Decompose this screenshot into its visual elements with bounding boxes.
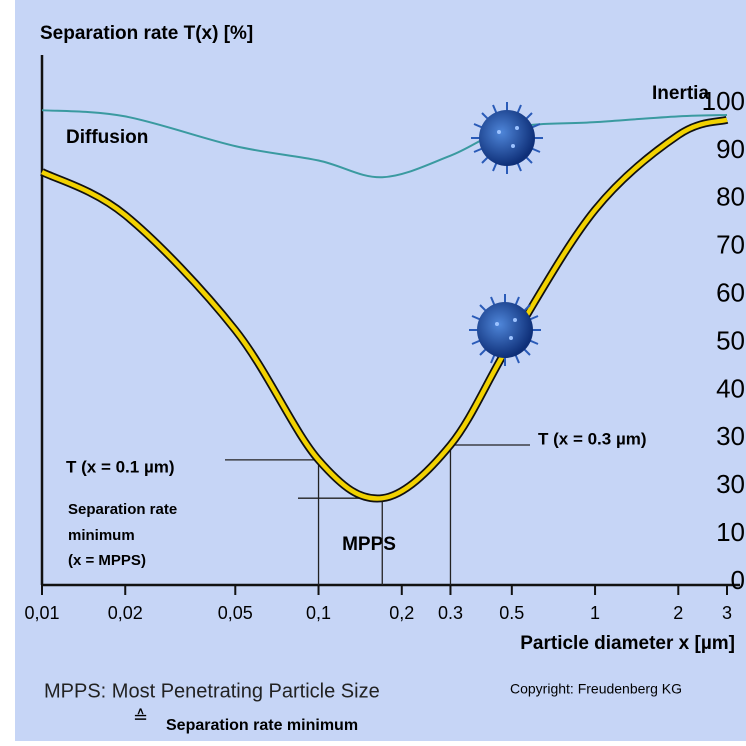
min-label: minimum — [68, 527, 135, 544]
panel — [15, 0, 746, 741]
footnote: MPPS: Most Penetrating Particle Size — [44, 680, 380, 702]
x-tick-label: 2 — [673, 603, 683, 623]
y-tick-label: 0 — [731, 565, 745, 595]
diffusion-label: Diffusion — [66, 127, 148, 148]
y-tick-label: 40 — [716, 373, 745, 403]
copyright: Copyright: Freudenberg KG — [510, 681, 682, 697]
y-tick-label: 80 — [716, 182, 745, 212]
x-tick-label: 0.3 — [438, 603, 463, 623]
y-tick-label: 90 — [716, 134, 745, 164]
x-tick-label: 0,01 — [24, 603, 59, 623]
x-tick-label: 0,05 — [218, 603, 253, 623]
y-tick-label: 60 — [716, 277, 745, 307]
min-label: Separation rate — [68, 501, 177, 518]
y-tick-label: 50 — [716, 325, 745, 355]
y-tick-label: 10 — [716, 517, 745, 547]
x-tick-label: 0,2 — [389, 603, 414, 623]
t03-label: T (x = 0.3 µm) — [538, 429, 647, 448]
x-tick-label: 0,1 — [306, 603, 331, 623]
mpps-label: MPPS — [342, 534, 396, 555]
x-tick-label: 1 — [590, 603, 600, 623]
y-tick-label: 100 — [702, 86, 745, 116]
equiv-text: Separation rate minimum — [166, 717, 358, 734]
x-axis-label: Particle diameter x [µm] — [520, 633, 735, 654]
t01-label: T (x = 0.1 µm) — [66, 457, 175, 476]
min-label: (x = MPPS) — [68, 552, 146, 569]
inertia-label: Inertia — [652, 83, 709, 104]
equiv-sign: ≙ — [133, 707, 148, 727]
x-tick-label: 0.5 — [499, 603, 524, 623]
line — [41, 109, 728, 179]
y-tick-label: 30 — [716, 469, 745, 499]
y-tick-label: 30 — [716, 421, 745, 451]
x-tick-label: 0,02 — [108, 603, 143, 623]
y-axis-label: Separation rate T(x) [%] — [40, 23, 253, 44]
x-tick-label: 3 — [722, 603, 732, 623]
y-tick-label: 70 — [716, 230, 745, 260]
line — [40, 117, 728, 501]
